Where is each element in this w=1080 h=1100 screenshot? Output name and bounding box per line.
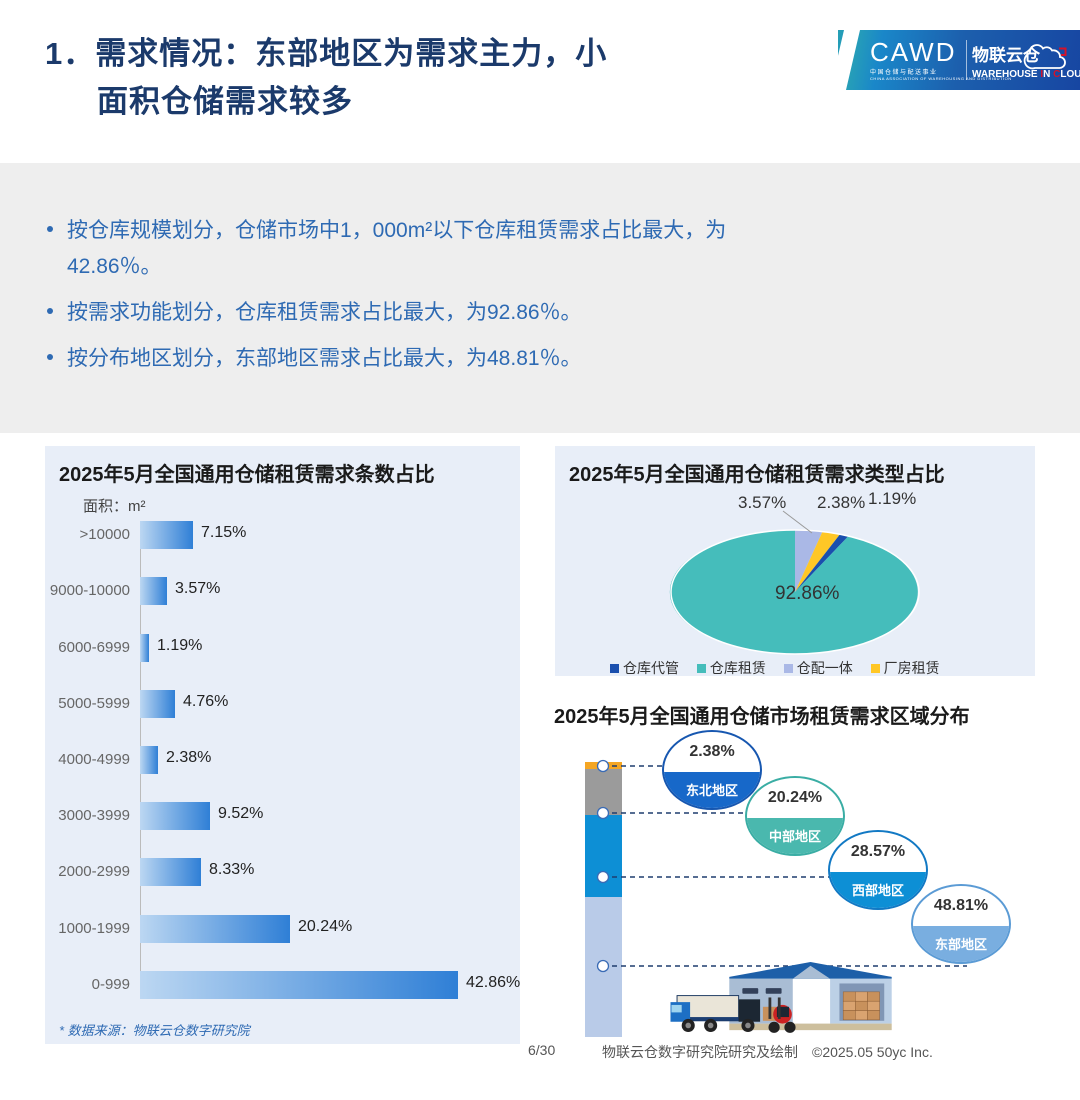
svg-text:WAREHOUSE IN CLOUD: WAREHOUSE IN CLOUD bbox=[972, 69, 1080, 80]
svg-text:3.57%: 3.57% bbox=[738, 493, 786, 512]
svg-text:1.19%: 1.19% bbox=[868, 489, 916, 508]
svg-text:92.86%: 92.86% bbox=[775, 583, 840, 604]
svg-text:2.38%: 2.38% bbox=[817, 493, 865, 512]
